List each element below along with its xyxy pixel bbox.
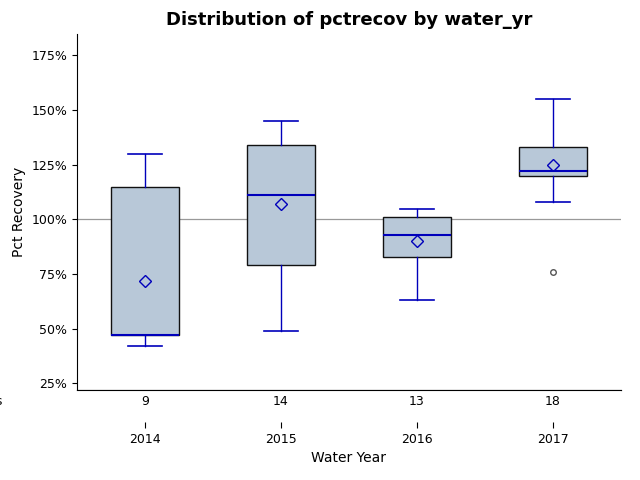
X-axis label: Water Year: Water Year	[311, 451, 387, 466]
PathPatch shape	[383, 217, 451, 257]
Text: Nobs: Nobs	[0, 395, 3, 408]
Y-axis label: Pct Recovery: Pct Recovery	[12, 167, 26, 257]
Title: Distribution of pctrecov by water_yr: Distribution of pctrecov by water_yr	[166, 11, 532, 29]
Text: 9: 9	[141, 395, 148, 408]
PathPatch shape	[519, 147, 587, 176]
Text: 13: 13	[409, 395, 425, 408]
PathPatch shape	[111, 187, 179, 336]
Text: 18: 18	[545, 395, 561, 408]
PathPatch shape	[247, 145, 315, 265]
Text: 14: 14	[273, 395, 289, 408]
